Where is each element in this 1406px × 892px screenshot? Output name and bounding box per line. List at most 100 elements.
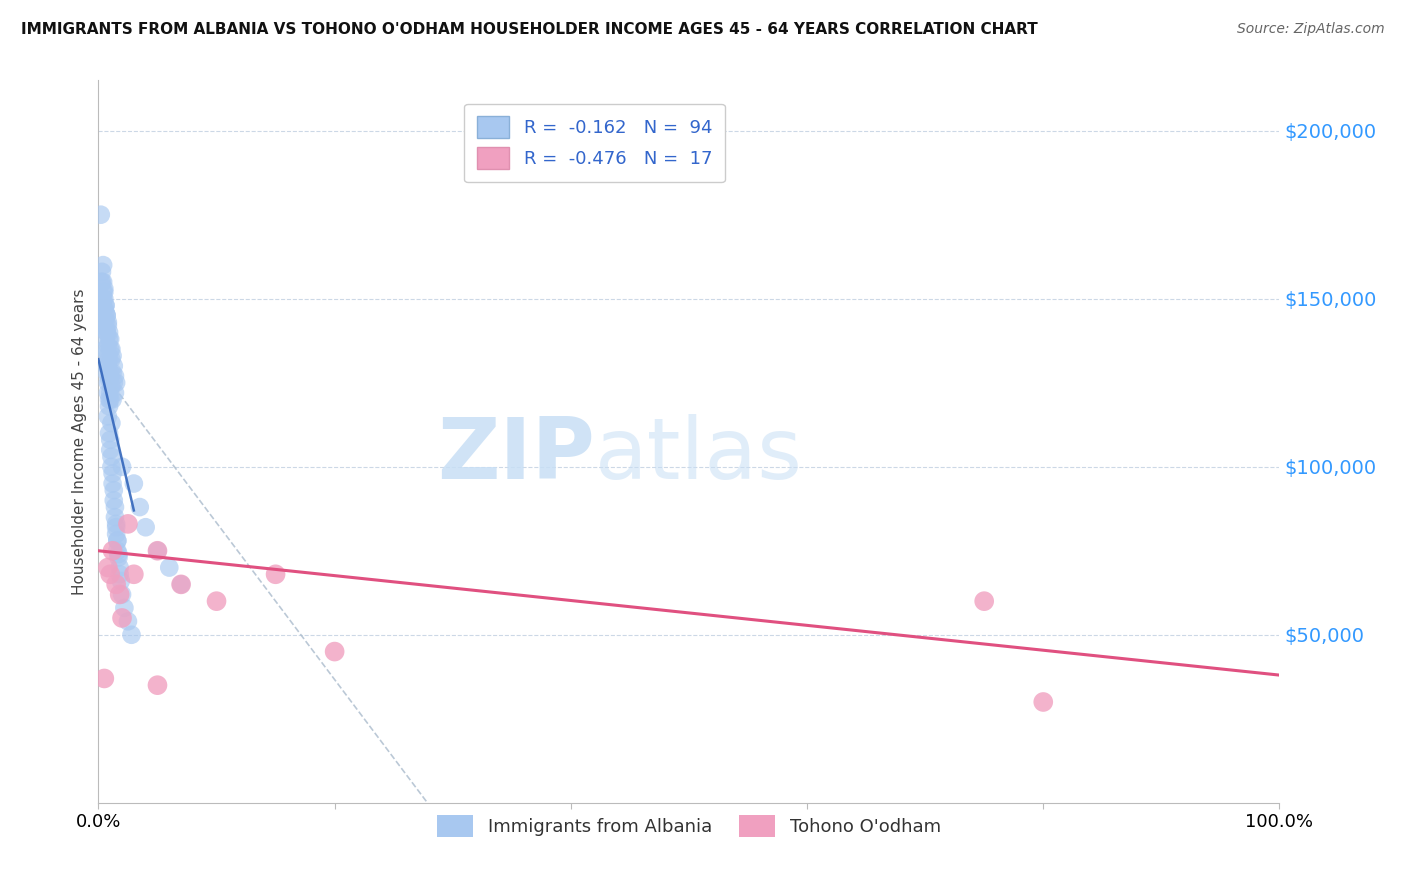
Point xyxy=(111,587,134,601)
Point xyxy=(104,385,127,400)
Point xyxy=(104,500,127,514)
Point xyxy=(96,326,118,340)
Point xyxy=(98,342,121,356)
Point xyxy=(94,315,117,329)
Point xyxy=(128,500,150,514)
Point xyxy=(91,292,114,306)
Text: Source: ZipAtlas.com: Source: ZipAtlas.com xyxy=(1237,22,1385,37)
Point xyxy=(94,298,117,312)
Point xyxy=(96,366,118,380)
Point xyxy=(105,516,128,531)
Point xyxy=(96,309,118,323)
Point xyxy=(97,560,120,574)
Point xyxy=(108,560,131,574)
Point xyxy=(98,369,121,384)
Point xyxy=(97,318,120,333)
Point xyxy=(91,318,114,333)
Point xyxy=(146,543,169,558)
Point xyxy=(205,594,228,608)
Point xyxy=(117,516,139,531)
Point xyxy=(93,318,115,333)
Point xyxy=(97,409,120,424)
Point xyxy=(93,672,115,686)
Point xyxy=(100,459,122,474)
Point xyxy=(973,594,995,608)
Point xyxy=(108,567,131,582)
Point xyxy=(97,349,120,363)
Point xyxy=(98,326,121,340)
Point xyxy=(1032,695,1054,709)
Point xyxy=(96,309,118,323)
Point xyxy=(91,275,114,289)
Point xyxy=(97,359,120,373)
Point xyxy=(96,326,118,340)
Point xyxy=(108,587,131,601)
Point xyxy=(110,574,132,588)
Point xyxy=(104,369,127,384)
Point xyxy=(98,567,121,582)
Point xyxy=(91,258,114,272)
Point xyxy=(97,385,120,400)
Point xyxy=(101,467,124,481)
Point xyxy=(91,298,114,312)
Point xyxy=(103,483,125,498)
Point xyxy=(98,392,121,407)
Point xyxy=(170,577,193,591)
Point xyxy=(98,442,121,457)
Point xyxy=(98,385,121,400)
Point xyxy=(111,611,134,625)
Point xyxy=(98,392,121,407)
Point xyxy=(98,366,121,380)
Point xyxy=(104,510,127,524)
Point xyxy=(101,349,124,363)
Text: IMMIGRANTS FROM ALBANIA VS TOHONO O'ODHAM HOUSEHOLDER INCOME AGES 45 - 64 YEARS : IMMIGRANTS FROM ALBANIA VS TOHONO O'ODHA… xyxy=(21,22,1038,37)
Point xyxy=(103,359,125,373)
Point xyxy=(90,275,112,289)
Point xyxy=(121,628,143,642)
Point xyxy=(264,567,287,582)
Point xyxy=(100,379,122,393)
Point xyxy=(93,301,115,316)
Legend: Immigrants from Albania, Tohono O'odham: Immigrants from Albania, Tohono O'odham xyxy=(430,808,948,845)
Point xyxy=(98,332,121,346)
Point xyxy=(107,547,129,561)
Point xyxy=(101,392,124,407)
Point xyxy=(96,345,118,359)
Point xyxy=(90,208,112,222)
Point xyxy=(98,332,121,346)
Point xyxy=(105,577,128,591)
Point xyxy=(91,265,114,279)
Text: ZIP: ZIP xyxy=(437,415,595,498)
Point xyxy=(105,376,128,390)
Point xyxy=(101,543,124,558)
Point xyxy=(94,298,117,312)
Point xyxy=(93,285,115,299)
Point xyxy=(93,282,115,296)
Point xyxy=(93,292,115,306)
Point xyxy=(98,426,121,441)
Point xyxy=(94,332,117,346)
Point xyxy=(146,543,169,558)
Point xyxy=(323,644,346,658)
Point xyxy=(103,376,125,390)
Point xyxy=(91,285,114,299)
Point xyxy=(98,433,121,447)
Y-axis label: Householder Income Ages 45 - 64 years: Householder Income Ages 45 - 64 years xyxy=(72,288,87,595)
Point xyxy=(117,615,139,629)
Point xyxy=(97,315,120,329)
Point xyxy=(122,567,145,582)
Point xyxy=(135,520,157,534)
Point xyxy=(98,352,121,367)
Point xyxy=(170,577,193,591)
Point xyxy=(100,352,122,367)
Text: atlas: atlas xyxy=(595,415,803,498)
Point xyxy=(98,399,121,413)
Point xyxy=(91,275,114,289)
Point xyxy=(105,533,128,548)
Point xyxy=(105,543,128,558)
Point xyxy=(101,366,124,380)
Point xyxy=(100,450,122,464)
Point xyxy=(97,376,120,390)
Point xyxy=(100,416,122,430)
Point xyxy=(94,305,117,319)
